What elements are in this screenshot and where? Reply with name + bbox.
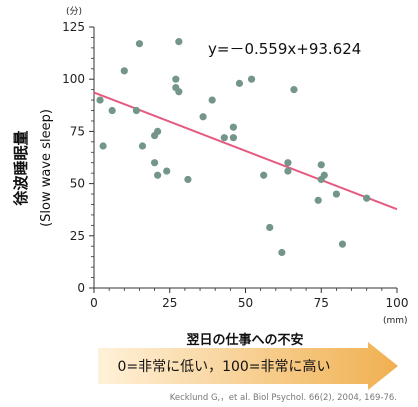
data-point bbox=[175, 88, 183, 96]
data-point bbox=[278, 248, 286, 257]
x-tick-label: 75 bbox=[314, 296, 329, 310]
y-tick-label: 125 bbox=[62, 20, 85, 34]
y-axis-title: 徐波睡眠量 bbox=[12, 130, 30, 206]
data-point bbox=[363, 194, 371, 202]
data-point bbox=[290, 86, 298, 94]
x-axis-unit: (mm) bbox=[383, 316, 408, 326]
data-point bbox=[314, 196, 322, 204]
regression-equation: y=－0.559x+93.624 bbox=[208, 40, 361, 58]
regression-line bbox=[93, 91, 398, 211]
y-tick-label: 100 bbox=[62, 72, 85, 86]
data-point bbox=[138, 142, 147, 150]
data-point bbox=[120, 67, 128, 75]
data-point bbox=[229, 123, 237, 131]
data-point bbox=[332, 190, 340, 198]
x-tick-label: 25 bbox=[162, 296, 177, 310]
data-point bbox=[199, 113, 207, 121]
data-point bbox=[172, 75, 180, 83]
y-axis-ticks: 0 25 50 75 100 125 bbox=[62, 20, 94, 295]
data-point bbox=[108, 106, 116, 115]
data-point bbox=[320, 171, 328, 179]
scale-arrow bbox=[98, 342, 398, 390]
data-point bbox=[96, 96, 104, 104]
y-axis-subtitle: (Slow wave sleep) bbox=[39, 109, 54, 227]
data-point bbox=[235, 79, 244, 87]
data-point bbox=[175, 38, 183, 46]
data-point bbox=[163, 167, 171, 175]
data-point bbox=[266, 223, 274, 232]
minor-ticks bbox=[91, 37, 383, 291]
data-point bbox=[284, 159, 292, 167]
x-axis-ticks: 0 25 50 75 100 bbox=[90, 288, 408, 310]
y-tick-label: 50 bbox=[70, 177, 85, 191]
data-points bbox=[96, 38, 371, 257]
y-tick-label: 75 bbox=[70, 124, 85, 138]
x-tick-label: 50 bbox=[238, 296, 253, 310]
citation: Kecklund G,，et al. Biol Psychol. 66(2), … bbox=[170, 393, 397, 403]
y-tick-label: 25 bbox=[70, 229, 85, 243]
data-point bbox=[260, 171, 268, 179]
x-axis-title: 翌日の仕事への不安 bbox=[186, 332, 303, 348]
data-point bbox=[220, 134, 228, 142]
data-point bbox=[154, 127, 162, 135]
data-point bbox=[132, 106, 141, 115]
data-point bbox=[338, 240, 347, 248]
data-point bbox=[135, 40, 144, 48]
data-point bbox=[317, 161, 325, 169]
data-point bbox=[154, 171, 162, 179]
y-tick-label: 0 bbox=[77, 281, 85, 295]
scale-caption: 0=非常に低い，100=非常に高い bbox=[117, 358, 330, 375]
data-point bbox=[247, 75, 256, 83]
data-point bbox=[151, 159, 159, 167]
data-point bbox=[99, 142, 107, 150]
x-tick-label: 0 bbox=[90, 296, 98, 310]
data-point bbox=[229, 134, 237, 142]
x-tick-label: 100 bbox=[386, 296, 409, 310]
data-point bbox=[208, 96, 216, 104]
data-point bbox=[184, 175, 192, 184]
y-axis-unit: (分) bbox=[66, 6, 82, 17]
data-point bbox=[284, 167, 292, 175]
